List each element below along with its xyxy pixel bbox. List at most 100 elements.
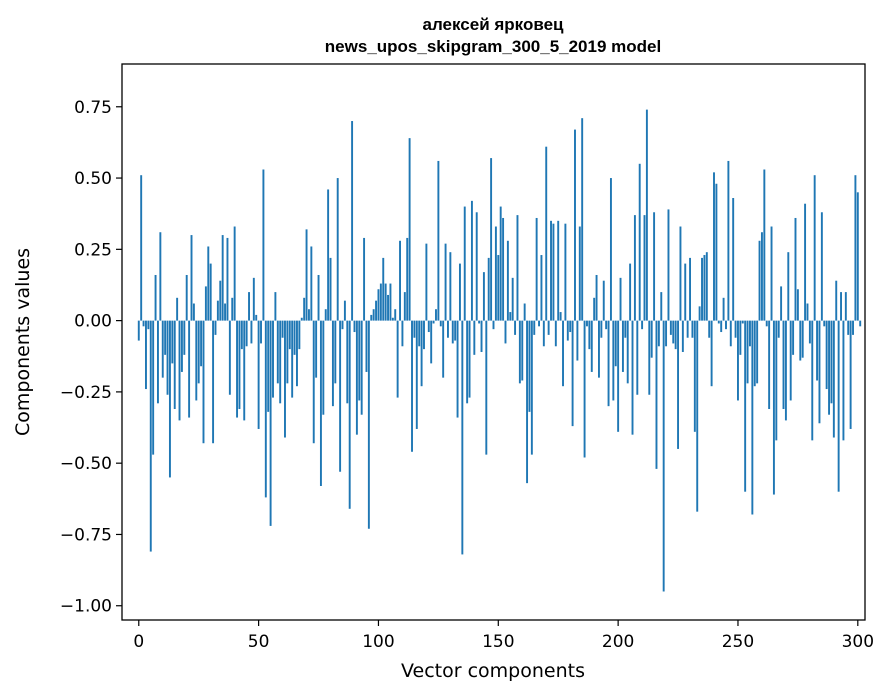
bar bbox=[643, 215, 646, 321]
bar bbox=[720, 320, 723, 333]
bar bbox=[382, 257, 385, 321]
bar bbox=[286, 320, 289, 384]
bar bbox=[310, 246, 313, 321]
bar bbox=[300, 317, 303, 321]
bar bbox=[499, 206, 502, 321]
bar bbox=[487, 257, 490, 321]
x-tick-label: 0 bbox=[133, 632, 144, 652]
bar bbox=[780, 286, 783, 321]
bar bbox=[621, 320, 624, 372]
bar bbox=[629, 263, 632, 321]
bar bbox=[559, 312, 562, 321]
bar bbox=[626, 320, 629, 384]
bar bbox=[777, 320, 780, 338]
bar bbox=[233, 226, 236, 321]
bar bbox=[305, 229, 308, 321]
bar bbox=[387, 294, 389, 321]
bar bbox=[478, 320, 481, 324]
bar bbox=[586, 320, 588, 327]
bar bbox=[461, 320, 464, 555]
bar bbox=[365, 320, 368, 372]
bar bbox=[574, 129, 576, 321]
bar bbox=[216, 300, 219, 321]
bar bbox=[188, 320, 191, 418]
bar bbox=[212, 320, 215, 444]
bar bbox=[631, 320, 634, 435]
bar bbox=[849, 320, 852, 429]
bar bbox=[449, 252, 452, 321]
bar bbox=[844, 292, 847, 321]
bar bbox=[439, 320, 442, 327]
bar bbox=[360, 320, 363, 415]
bar bbox=[274, 292, 277, 321]
bar bbox=[204, 286, 207, 321]
bar bbox=[171, 320, 174, 364]
bar bbox=[856, 192, 859, 321]
bar bbox=[279, 320, 282, 404]
bar bbox=[633, 215, 636, 321]
bar bbox=[554, 320, 557, 347]
bar bbox=[178, 320, 181, 421]
bar bbox=[413, 320, 416, 338]
bar bbox=[451, 320, 454, 344]
bar bbox=[758, 240, 761, 321]
bar bbox=[173, 320, 176, 410]
x-tick-label: 300 bbox=[842, 632, 874, 652]
y-tick-label: −0.25 bbox=[60, 383, 112, 403]
x-tick-label: 100 bbox=[362, 632, 394, 652]
bar bbox=[492, 320, 495, 330]
bar bbox=[624, 320, 627, 338]
bar bbox=[830, 320, 833, 404]
bar bbox=[811, 320, 814, 441]
bar bbox=[523, 303, 526, 321]
bar bbox=[214, 320, 217, 335]
bar bbox=[744, 320, 747, 492]
bar bbox=[401, 320, 404, 347]
bar bbox=[765, 320, 768, 327]
y-axis-label: Components values bbox=[12, 248, 34, 436]
bar bbox=[137, 320, 140, 341]
bar bbox=[180, 320, 183, 372]
bar bbox=[255, 314, 258, 321]
x-axis-ticks: 0 50 100 150 200 250 300 bbox=[133, 620, 874, 652]
bar bbox=[260, 320, 262, 344]
bar bbox=[475, 212, 478, 321]
bar bbox=[454, 320, 457, 341]
bar bbox=[248, 292, 250, 321]
bar bbox=[581, 118, 584, 321]
y-tick-label: −0.50 bbox=[60, 454, 112, 474]
bar bbox=[161, 320, 164, 378]
bar bbox=[787, 252, 790, 321]
bar bbox=[514, 320, 517, 335]
bar bbox=[657, 320, 660, 347]
bar bbox=[557, 220, 560, 321]
bar bbox=[442, 320, 445, 378]
bar bbox=[578, 226, 581, 321]
bar bbox=[339, 320, 342, 472]
bar bbox=[799, 320, 802, 361]
bar bbox=[653, 212, 656, 321]
bar bbox=[729, 320, 732, 347]
bar bbox=[859, 320, 862, 327]
bar bbox=[617, 320, 620, 432]
bar bbox=[351, 121, 354, 321]
bar bbox=[458, 263, 461, 321]
bar bbox=[847, 320, 850, 335]
x-tick-label: 50 bbox=[248, 632, 270, 652]
bar bbox=[535, 217, 538, 321]
bar bbox=[741, 320, 744, 324]
bar bbox=[667, 209, 670, 321]
bar bbox=[168, 320, 171, 478]
bar bbox=[224, 303, 227, 321]
bar bbox=[746, 320, 749, 384]
bar bbox=[379, 283, 382, 321]
bar bbox=[823, 320, 826, 327]
bar bbox=[348, 320, 351, 509]
bar bbox=[315, 320, 318, 378]
bar bbox=[355, 320, 358, 435]
y-tick-label: 0.25 bbox=[74, 240, 112, 260]
bar bbox=[775, 320, 778, 441]
bar bbox=[854, 175, 857, 321]
bar bbox=[228, 320, 231, 395]
